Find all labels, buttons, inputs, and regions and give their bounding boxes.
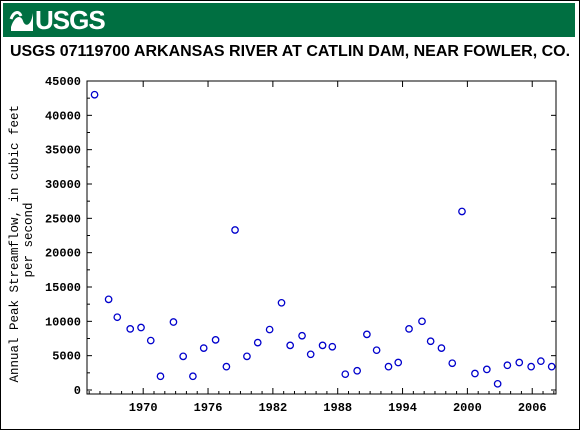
y-tick-label: 0 (74, 384, 81, 398)
data-point (156, 372, 165, 381)
y-axis-title-line-2: per second (22, 202, 36, 277)
data-point (448, 359, 457, 368)
y-tick-label: 5000 (52, 350, 81, 364)
x-tick-label: 1976 (194, 401, 223, 415)
data-point (482, 365, 491, 374)
data-point (503, 361, 512, 370)
data-point (286, 341, 295, 350)
x-tick-label: 1970 (129, 401, 158, 415)
data-point (318, 341, 327, 350)
data-point (211, 336, 220, 344)
plot-border (86, 80, 557, 395)
x-tick-label: 2006 (518, 401, 547, 415)
data-point (137, 323, 145, 332)
data-point (328, 342, 337, 351)
data-points (90, 90, 556, 388)
data-point (189, 372, 197, 381)
data-point (341, 370, 350, 379)
y-axis: 0 5000 10000 15000 20000 25000 30000 35000 40000… (45, 75, 556, 398)
data-point (253, 338, 262, 347)
y-tick-label: 30000 (45, 178, 81, 192)
data-point (222, 362, 231, 371)
data-point (231, 226, 239, 234)
data-point (426, 337, 435, 346)
data-point (527, 362, 535, 371)
data-point (90, 90, 99, 99)
data-point (493, 379, 502, 388)
data-point (298, 331, 306, 340)
data-point (113, 313, 122, 322)
data-point (537, 357, 545, 366)
data-point (394, 358, 403, 367)
data-point (179, 352, 188, 361)
data-point (372, 346, 381, 355)
data-point (146, 336, 155, 345)
data-point (384, 362, 393, 371)
y-tick-label: 35000 (45, 144, 81, 158)
data-point (306, 350, 315, 359)
y-axis-title: Annual Peak Streamflow, in cubic feet pe… (8, 97, 36, 382)
data-point (277, 298, 286, 307)
data-point (104, 295, 113, 304)
data-point (265, 325, 274, 334)
data-point (353, 366, 362, 375)
chart-title: USGS 07119700 ARKANSAS RIVER AT CATLIN D… (9, 43, 571, 60)
x-tick-label: 1988 (323, 401, 352, 415)
y-tick-label: 45000 (45, 75, 81, 89)
data-point (458, 207, 466, 216)
data-point (418, 317, 426, 326)
y-tick-label: 20000 (45, 247, 81, 261)
data-point (199, 344, 208, 352)
data-point (437, 344, 446, 352)
x-tick-label: 1994 (388, 401, 417, 415)
data-point (547, 362, 556, 371)
data-point (405, 325, 413, 333)
usgs-banner: USGS (3, 3, 575, 37)
data-point (471, 369, 479, 378)
data-point (515, 358, 524, 367)
y-tick-label: 25000 (45, 212, 81, 226)
data-point (363, 330, 371, 339)
y-tick-label: 15000 (45, 281, 81, 295)
y-tick-label: 40000 (45, 109, 81, 123)
x-tick-label: 1982 (258, 401, 287, 415)
usgs-wave-icon (9, 11, 33, 31)
y-axis-title-line-1: Annual Peak Streamflow, in cubic feet (8, 105, 22, 383)
usgs-logo-text: USGS (35, 5, 106, 35)
plot-area (86, 80, 557, 395)
y-tick-label: 10000 (45, 315, 81, 329)
data-point (126, 325, 135, 333)
data-point (243, 352, 251, 361)
data-point (169, 318, 178, 326)
x-axis: 1970 1976 1982 1988 1994 2000 2006 (88, 81, 555, 415)
x-tick-label: 2000 (453, 401, 482, 415)
